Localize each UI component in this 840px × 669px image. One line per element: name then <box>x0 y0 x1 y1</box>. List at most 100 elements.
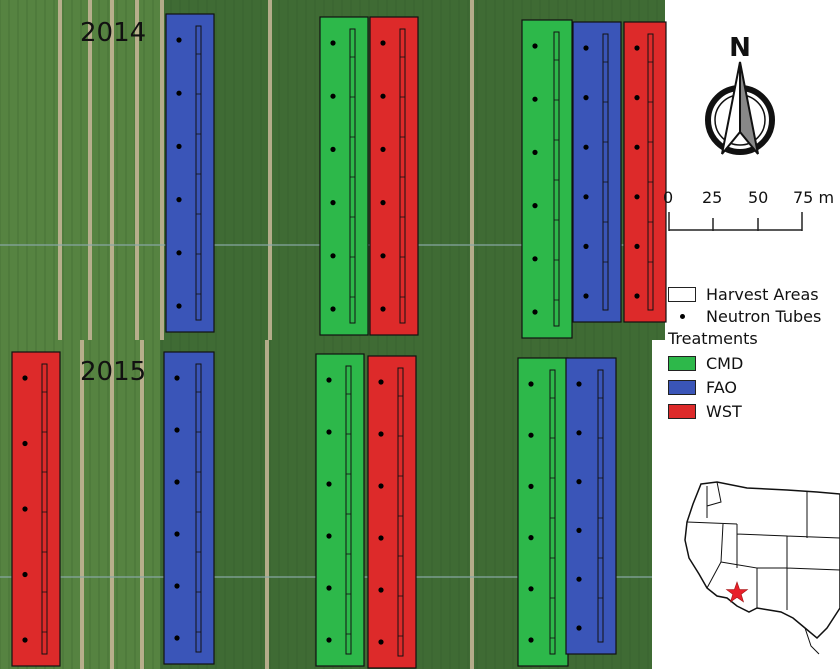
legend-harvest-label: Harvest Areas <box>706 284 819 304</box>
neutron-tube <box>583 95 589 101</box>
neutron-tube <box>576 527 582 533</box>
scale-tick-25: 25 <box>702 188 723 207</box>
neutron-tube <box>330 93 336 99</box>
neutron-tube <box>576 381 582 387</box>
neutron-tube <box>634 293 640 299</box>
dirt-road <box>470 340 474 669</box>
field-2014-image <box>0 0 667 340</box>
neutron-tube <box>378 431 384 437</box>
neutron-tube <box>583 144 589 150</box>
harvest-area <box>399 28 406 324</box>
neutron-tube <box>22 571 28 578</box>
treatment-plot-cmd <box>315 353 365 667</box>
neutron-tube <box>330 40 336 46</box>
legend-treatment-fao: FAO <box>668 375 840 399</box>
harvest-area <box>349 28 356 324</box>
harvest-area <box>549 369 556 655</box>
neutron-tube <box>528 535 534 541</box>
dirt-road <box>140 340 144 669</box>
scale-bar: 0 25 50 75 m <box>660 188 840 236</box>
neutron-tube <box>326 377 332 383</box>
dirt-road <box>135 0 139 340</box>
us-locator-inset <box>677 478 840 655</box>
neutron-tube <box>176 197 182 203</box>
dirt-road <box>110 0 114 340</box>
us-outline <box>684 481 840 640</box>
neutron-tube <box>378 587 384 593</box>
treatment-plot-fao <box>165 13 215 333</box>
neutron-tube <box>380 40 386 46</box>
legend-treatment-cmd: CMD <box>668 351 840 375</box>
field-2015-panel <box>0 340 670 669</box>
neutron-tube <box>583 293 589 299</box>
neutron-tube <box>22 440 28 447</box>
field-2014-panel <box>0 0 670 340</box>
legend-neutron-tubes: Neutron Tubes <box>668 305 840 327</box>
treatment-plot-wst <box>11 351 61 667</box>
neutron-tube <box>330 253 336 259</box>
dirt-road <box>58 0 62 340</box>
harvest-area <box>397 367 404 657</box>
neutron-tube <box>532 203 538 209</box>
dirt-road <box>160 0 164 340</box>
harvest-area <box>597 369 604 643</box>
dirt-road <box>265 340 269 669</box>
neutron-tube <box>576 576 582 582</box>
neutron-tube <box>634 45 640 51</box>
neutron-tube <box>634 243 640 249</box>
legend-fao-label: FAO <box>706 377 737 397</box>
dirt-road <box>470 0 474 340</box>
neutron-tube <box>380 146 386 152</box>
neutron-tube <box>576 430 582 436</box>
neutron-tube <box>380 200 386 206</box>
neutron-tube <box>174 531 180 537</box>
legend-harvest-areas: Harvest Areas <box>668 283 840 305</box>
neutron-tube <box>326 637 332 643</box>
year-label-2014: 2014 <box>80 18 147 48</box>
neutron-tube <box>22 375 28 381</box>
neutron-tube <box>380 306 386 312</box>
fao-swatch <box>668 379 696 395</box>
neutron-tube <box>174 583 180 589</box>
harvest-area <box>553 31 560 327</box>
crop-field-light <box>0 0 160 340</box>
north-arrow: N <box>700 32 780 162</box>
neutron-tube <box>22 637 28 643</box>
neutron-tube <box>528 586 534 592</box>
neutron-tube <box>380 253 386 259</box>
harvest-area <box>195 363 202 653</box>
treatment-plot-fao <box>565 357 617 655</box>
neutron-tube <box>583 194 589 200</box>
dirt-road <box>110 340 114 669</box>
neutron-tube <box>583 45 589 51</box>
harvest-area <box>195 25 202 321</box>
neutron-tube <box>22 506 28 512</box>
neutron-tube <box>634 144 640 150</box>
neutron-tube <box>378 379 384 385</box>
state-borders <box>686 481 840 610</box>
neutron-tube <box>532 309 538 315</box>
neutron-tube <box>176 250 182 256</box>
neutron-tube <box>330 200 336 206</box>
treatment-plot-wst <box>623 21 667 323</box>
neutron-tube <box>576 479 582 485</box>
neutron-tube <box>380 93 386 99</box>
neutron-tube <box>174 479 180 485</box>
neutron-tube <box>330 146 336 152</box>
neutron-tube <box>176 143 182 149</box>
neutron-tube <box>326 533 332 539</box>
treatment-plot-cmd <box>521 19 573 339</box>
treatment-plot-fao <box>572 21 622 323</box>
location-star-icon <box>725 581 749 603</box>
neutron-tube <box>634 194 640 200</box>
neutron-tube <box>174 375 180 381</box>
treatment-plot-wst <box>369 16 419 336</box>
harvest-area <box>647 33 654 311</box>
neutron-tube <box>532 149 538 155</box>
legend-neutron-label: Neutron Tubes <box>706 306 822 326</box>
harvest-area <box>602 33 609 311</box>
neutron-tube-marker <box>679 313 685 319</box>
neutron-tube <box>174 427 180 433</box>
treatment-plot-cmd <box>517 357 569 667</box>
treatment-plot-cmd <box>319 16 369 336</box>
